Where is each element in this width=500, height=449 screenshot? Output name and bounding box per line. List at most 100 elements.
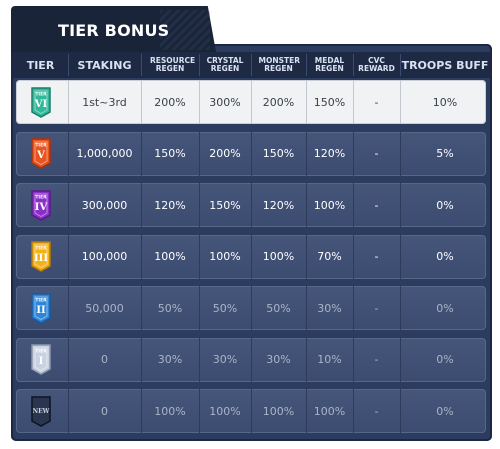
- cell-cvc: -: [374, 147, 379, 160]
- cell-divider: [68, 389, 69, 433]
- cell-divider: [400, 337, 401, 382]
- cell-troops: 0%: [436, 198, 454, 212]
- header-medal: MEDAL REGEN: [306, 52, 353, 78]
- tier-badge-label: TIER: [35, 91, 47, 97]
- cell-divider: [251, 286, 252, 330]
- panel-title: TIER BONUS: [58, 21, 170, 40]
- cell-crystal: 100%: [209, 250, 241, 263]
- cell-divider: [353, 286, 354, 330]
- cell-crystal: 200%: [209, 147, 241, 160]
- tier-badge-numeral: V: [36, 150, 45, 161]
- tier-badge-numeral: IV: [35, 202, 48, 213]
- cell-monster: 100%: [262, 250, 295, 263]
- cell-divider: [306, 131, 307, 176]
- cell-medal: 100%: [313, 198, 346, 212]
- cell-medal: 70%: [317, 250, 342, 263]
- tier-badge-icon: NEW: [30, 395, 52, 427]
- tier-badge-icon: TIER I: [30, 344, 52, 376]
- header-divider: [353, 54, 354, 76]
- cell-cvc: -: [374, 95, 379, 109]
- cell-divider: [68, 80, 69, 124]
- cell-medal: 30%: [317, 301, 342, 315]
- tier-row: TIER I 0 30% 30% 30% 10% - 0%: [16, 337, 486, 382]
- cell-resource: 150%: [154, 147, 186, 160]
- cell-troops: 10%: [432, 95, 458, 109]
- tier-row: NEW 0 100% 100% 100% 100% - 0%: [16, 389, 486, 433]
- cell-divider: [68, 131, 69, 176]
- cell-divider: [251, 183, 252, 227]
- header-divider: [68, 54, 69, 76]
- cell-divider: [306, 234, 307, 279]
- cell-divider: [199, 80, 200, 124]
- cell-medal: 120%: [313, 147, 346, 160]
- cell-troops: 0%: [436, 404, 454, 418]
- cell-medal: 100%: [313, 404, 346, 418]
- header-cvc: CVC REWARD: [353, 52, 400, 78]
- header-crystal: CRYSTAL REGEN: [199, 52, 251, 78]
- cell-divider: [141, 337, 142, 382]
- cell-staking: 1st~3rd: [82, 95, 127, 109]
- cell-cvc: -: [374, 301, 379, 315]
- tier-badge-label: TIER: [35, 246, 47, 252]
- cell-divider: [353, 234, 354, 279]
- cell-divider: [141, 389, 142, 433]
- cell-troops: 0%: [436, 353, 454, 366]
- cell-staking: 0: [101, 404, 108, 418]
- cell-divider: [306, 337, 307, 382]
- cell-divider: [306, 183, 307, 227]
- cell-staking: 0: [101, 353, 108, 366]
- header-resource: RESOURCE REGEN: [141, 52, 199, 78]
- cell-cvc: -: [374, 198, 379, 212]
- cell-divider: [141, 183, 142, 227]
- tier-row: TIER II 50,000 50% 50% 50% 30% - 0%: [16, 286, 486, 330]
- tier-badge-label: TIER: [35, 143, 47, 149]
- cell-divider: [353, 389, 354, 433]
- cell-resource: 100%: [154, 404, 186, 418]
- cell-divider: [251, 131, 252, 176]
- header-divider: [400, 54, 401, 76]
- header-divider: [199, 54, 200, 76]
- cell-troops: 0%: [436, 301, 454, 315]
- cell-monster: 120%: [262, 198, 295, 212]
- cell-divider: [353, 131, 354, 176]
- tier-badge-icon: TIER V: [30, 138, 52, 170]
- header-label: CVC REWARD: [358, 56, 395, 73]
- cell-divider: [141, 234, 142, 279]
- tier-badge-icon: TIER VI: [30, 86, 52, 118]
- tier-row: TIER V 1,000,000 150% 200% 150% 120% - 5%: [16, 131, 486, 176]
- tier-badge-numeral: II: [36, 305, 46, 316]
- tier-badge-label: TIER: [35, 194, 47, 200]
- cell-staking: 50,000: [85, 301, 124, 315]
- tier-badge-numeral: III: [34, 253, 48, 264]
- cell-resource: 120%: [154, 198, 186, 212]
- cell-staking: 300,000: [81, 198, 128, 212]
- cell-crystal: 30%: [212, 353, 238, 366]
- cell-medal: 10%: [317, 353, 342, 366]
- cell-troops: 0%: [436, 250, 454, 263]
- header-tier: TIER: [26, 58, 55, 72]
- cell-divider: [400, 183, 401, 227]
- cell-cvc: -: [374, 250, 379, 263]
- tier-row: TIER IV 300,000 120% 150% 120% 100% - 0%: [16, 183, 486, 227]
- cell-divider: [306, 80, 307, 124]
- cell-divider: [400, 389, 401, 433]
- header-label: RESOURCE REGEN: [150, 56, 196, 73]
- cell-crystal: 100%: [209, 404, 241, 418]
- header-staking: STAKING: [77, 58, 132, 72]
- cell-staking: 1,000,000: [76, 147, 133, 160]
- cell-divider: [68, 286, 69, 330]
- cell-monster: 30%: [266, 353, 291, 366]
- tier-badge-label: TIER: [35, 297, 47, 303]
- cell-divider: [141, 131, 142, 176]
- title-tab: [11, 6, 216, 52]
- tier-badge-label: TIER: [35, 349, 47, 355]
- header-label: CRYSTAL REGEN: [206, 56, 244, 73]
- cell-divider: [199, 234, 200, 279]
- cell-divider: [68, 183, 69, 227]
- cell-troops: 5%: [436, 147, 454, 160]
- tier-badge-numeral: NEW: [33, 408, 50, 415]
- cell-divider: [199, 183, 200, 227]
- cell-cvc: -: [374, 404, 379, 418]
- cell-monster: 200%: [262, 95, 295, 109]
- cell-divider: [199, 131, 200, 176]
